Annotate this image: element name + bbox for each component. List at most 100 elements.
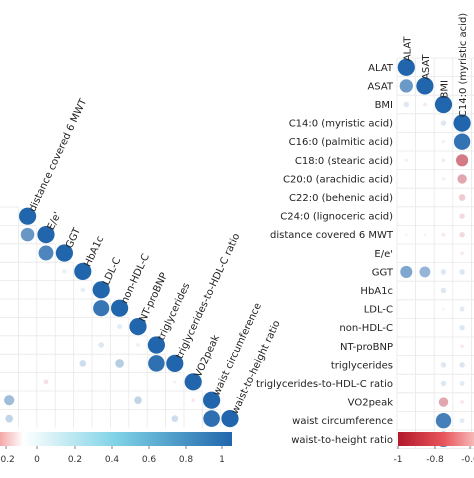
left-cell-triglycerides-to-hdl-c-ratio-non-hdl-c	[115, 359, 124, 368]
right-cell-triglycerides-to-hdl-c-ratio-bmi	[440, 380, 447, 387]
left-colorbar-label: 0.2	[68, 455, 82, 465]
right-cell-c22-0-behenic-acid-c14-0-myristic-acid	[458, 194, 466, 201]
right-cell-c24-0-lignoceric-acid-c14-0-myristic-acid	[459, 213, 465, 219]
left-colorbar-label: 0.4	[105, 455, 120, 465]
right-row-label-e-e: E/e'	[374, 249, 393, 260]
right-correlation-matrix: ALAT ASAT BMI C14:0 (myristic acid) C16:0 (p…	[256, 13, 474, 465]
left-diagonal-cell-e-e	[37, 226, 55, 244]
left-label-ggt: GGT	[64, 226, 83, 251]
left-cell-ldl-c-hba1c	[80, 287, 86, 293]
left-colorbar-label: -0.2	[0, 455, 15, 465]
left-cell-ggt-e-e	[38, 245, 54, 261]
right-cell-ggt-alat	[400, 265, 413, 278]
left-cell-vo2peak-e-e	[43, 379, 49, 385]
left-colorbar-label: 0	[34, 455, 40, 465]
right-cell-c18-0-stearic-acid-bmi	[441, 158, 446, 163]
left-cell-triglycerides-ldl-c	[98, 342, 104, 348]
right-colorbar-bar	[398, 432, 474, 446]
right-row-label-vo2peak: VO2peak	[348, 398, 394, 409]
left-cell-vo2peak-triglycerides-to-hdl-c-ratio	[173, 380, 177, 384]
right-row-label-ldl-c: LDL-C	[364, 305, 393, 316]
right-cell-bmi-bmi	[434, 95, 453, 114]
right-row-label-hba1c: HbA1c	[360, 286, 393, 297]
left-cell-e-e-distance-covered-6-mwt	[20, 227, 35, 242]
right-cell-ldl-c-bmi	[442, 307, 445, 311]
left-cell-edge	[4, 395, 15, 406]
right-cell-e-e-c14-0-myristic-acid	[460, 251, 465, 256]
left-cell-triglycerides-to-hdl-c-ratio-triglycerides	[148, 355, 165, 372]
right-row-label-c14-0-myristic-acid: C14:0 (myristic acid)	[289, 119, 393, 130]
right-row-label-triglycerides-to-hdl-c-ratio: triglycerides-to-HDL-C ratio	[256, 379, 393, 390]
right-cell-ggt-bmi	[440, 269, 447, 275]
left-label-waist-to-height-ratio: waist-to-height ratio	[230, 319, 283, 416]
right-colorbar-label: -1	[394, 455, 403, 465]
left-diagonal-cell-hba1c	[74, 262, 92, 280]
right-cell-hba1c-bmi	[440, 287, 447, 294]
left-cell-waist-circumference-nt-probnp	[134, 396, 142, 405]
right-cell-non-hdl-c-c14-0-myristic-acid	[459, 324, 465, 331]
left-diagonal-cell-ggt	[55, 244, 73, 262]
left-cell-waist-to-height-ratio-triglycerides-to-hdl-c-ratio	[171, 415, 179, 422]
left-diagonal-cell-distance-covered-6-mwt	[19, 207, 37, 225]
right-cell-distance-covered-6-mwt-c14-0-myristic-acid	[459, 231, 465, 238]
right-row-label-ggt: GGT	[372, 267, 394, 278]
left-diagonal-cell-waist-to-height-ratio	[221, 410, 239, 428]
right-cell-alat-alat	[397, 58, 415, 76]
left-cell-waist-circumference-vo2peak	[191, 398, 196, 403]
right-row-label-c20-0-arachidic-acid: C20:0 (arachidic acid)	[283, 174, 393, 185]
right-cell-nt-probnp-c14-0-myristic-acid	[460, 344, 465, 349]
right-colorbar-label: -0.8	[426, 455, 444, 465]
right-cell-waist-circumference-bmi	[435, 413, 452, 429]
left-colorbar-bar	[0, 432, 232, 446]
right-colorbar: -1 -0.8 -0.6	[394, 432, 474, 465]
left-cell-edge	[5, 414, 14, 423]
right-cell-c20-0-arachidic-acid-c14-0-myristic-acid	[457, 174, 467, 184]
right-cell-c18-0-stearic-acid-alat	[404, 158, 409, 163]
right-cell-ggt-asat	[419, 266, 431, 278]
left-cells	[4, 207, 239, 428]
right-cells	[397, 58, 471, 447]
left-cell-non-hdl-c-ldl-c	[93, 300, 110, 317]
left-cell-hba1c-ggt	[62, 269, 67, 274]
right-row-label-nt-probnp: NT-proBNP	[340, 342, 393, 353]
right-row-label-alat: ALAT	[368, 63, 394, 74]
right-cell-vo2peak-bmi	[438, 397, 449, 407]
right-grid	[396, 57, 474, 450]
left-diagonal-cell-triglycerides	[147, 336, 165, 354]
right-cell-c16-0-palmitic-acid-bmi	[441, 139, 446, 144]
left-label-ldl-c: LDL-C	[101, 256, 123, 287]
left-label-distance-covered-6-mwt: distance covered 6 MWT	[27, 97, 89, 214]
left-colorbar-label: 0.6	[142, 455, 157, 465]
right-row-label-c18-0-stearic-acid: C18:0 (stearic acid)	[295, 156, 393, 167]
right-column-label-alat: ALAT	[402, 36, 413, 62]
right-cell-ldl-c-c14-0-myristic-acid	[459, 306, 465, 312]
left-colorbar-label: 0.8	[179, 455, 194, 465]
right-cell-vo2peak-c14-0-myristic-acid	[460, 400, 465, 405]
right-row-label-c24-0-lignoceric-acid: C24:0 (lignoceric acid)	[280, 212, 393, 223]
right-cell-c20-0-arachidic-acid-bmi	[441, 177, 446, 181]
right-row-label-distance-covered-6-mwt: distance covered 6 MWT	[270, 230, 394, 241]
left-cell-nt-probnp-non-hdl-c	[117, 324, 123, 330]
right-row-label-waist-circumference: waist circumference	[292, 416, 393, 427]
right-cell-distance-covered-6-mwt-bmi	[441, 232, 446, 237]
right-cell-c16-0-palmitic-acid-c14-0-myristic-acid	[453, 133, 471, 150]
right-row-label-triglycerides: triglycerides	[331, 360, 393, 371]
right-cell-bmi-asat	[422, 102, 427, 107]
right-column-label-asat: ASAT	[421, 53, 432, 79]
left-cell-triglycerides-nt-probnp	[136, 343, 140, 347]
left-label-vo2peak: VO2peak	[193, 333, 222, 379]
left-label-e-e: E/e'	[46, 210, 64, 232]
left-diagonal-cell-triglycerides-to-hdl-c-ratio	[166, 354, 184, 372]
right-cell-c14-0-myristic-acid-bmi	[440, 120, 447, 126]
left-diagonal-cell-ldl-c	[92, 281, 110, 299]
right-cell-asat-asat	[416, 77, 434, 95]
right-cell-distance-covered-6-mwt-asat	[423, 233, 427, 237]
right-row-label-bmi: BMI	[375, 100, 393, 111]
right-cell-waist-circumference-c14-0-myristic-acid	[459, 418, 465, 424]
right-row-labels: ALAT ASAT BMI C14:0 (myristic acid) C16:0 (p…	[256, 63, 394, 446]
right-column-label-c14-0-myristic-acid: C14:0 (myristic acid)	[458, 13, 469, 117]
right-cell-c18-0-stearic-acid-c14-0-myristic-acid	[456, 154, 469, 167]
right-row-label-waist-to-height-ratio: waist-to-height ratio	[291, 435, 393, 446]
